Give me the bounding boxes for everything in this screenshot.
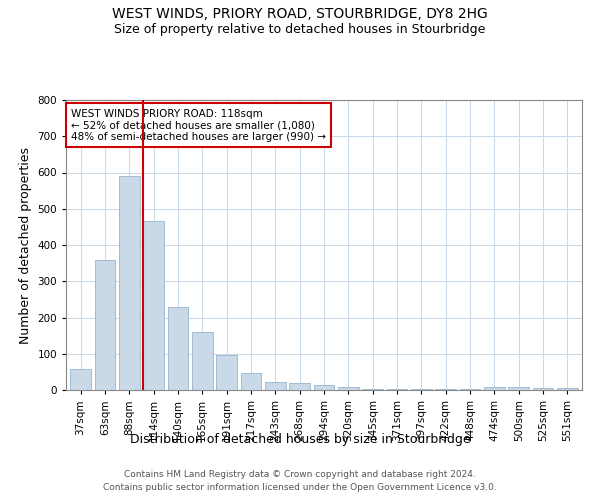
Text: Contains HM Land Registry data © Crown copyright and database right 2024.: Contains HM Land Registry data © Crown c… [124,470,476,479]
Bar [557,388,578,390]
Text: WEST WINDS PRIORY ROAD: 118sqm
← 52% of detached houses are smaller (1,080)
48% : WEST WINDS PRIORY ROAD: 118sqm ← 52% of … [71,108,326,142]
Bar [338,388,359,390]
Bar [533,388,553,390]
Text: WEST WINDS, PRIORY ROAD, STOURBRIDGE, DY8 2HG: WEST WINDS, PRIORY ROAD, STOURBRIDGE, DY… [112,8,488,22]
Bar [216,355,237,390]
Bar [167,306,188,390]
Bar [119,176,140,390]
Bar [289,383,310,390]
Text: Contains public sector information licensed under the Open Government Licence v3: Contains public sector information licen… [103,482,497,492]
Y-axis label: Number of detached properties: Number of detached properties [19,146,32,344]
Text: Distribution of detached houses by size in Stourbridge: Distribution of detached houses by size … [130,432,470,446]
Bar [95,260,115,390]
Bar [314,384,334,390]
Bar [70,369,91,390]
Bar [484,387,505,390]
Bar [265,382,286,390]
Text: Size of property relative to detached houses in Stourbridge: Size of property relative to detached ho… [115,22,485,36]
Bar [192,332,212,390]
Bar [241,372,262,390]
Bar [143,222,164,390]
Bar [508,387,529,390]
